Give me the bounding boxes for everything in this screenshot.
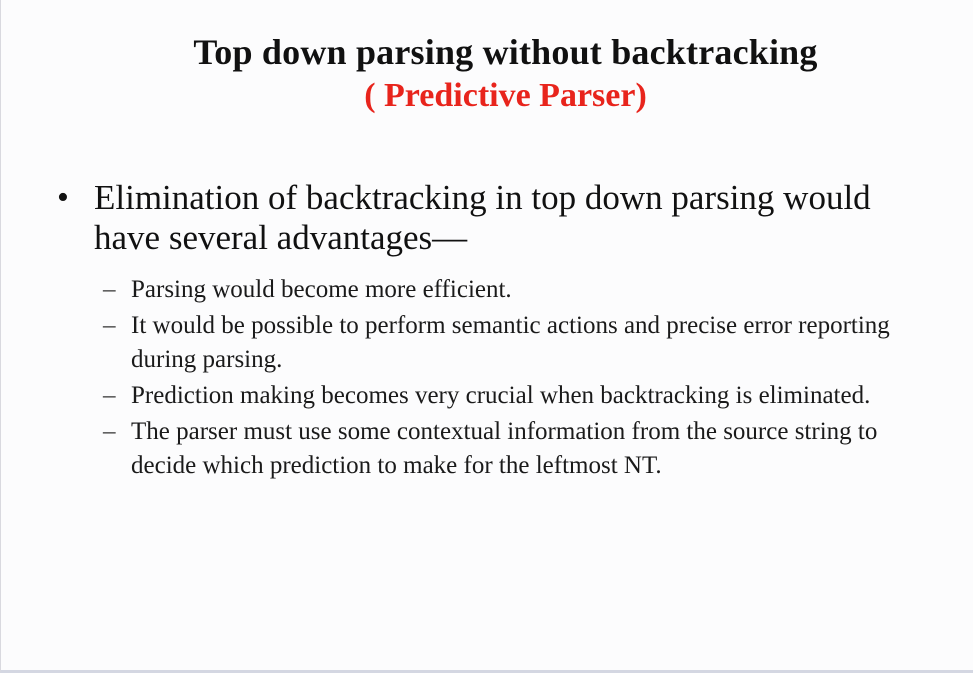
- slide-title: Top down parsing without backtracking: [193, 32, 818, 72]
- sub-bullet-text: Prediction making becomes very crucial w…: [131, 382, 871, 409]
- slide-subtitle: ( Predictive Parser): [364, 77, 647, 114]
- sub-bullet-text: The parser must use some contextual info…: [131, 418, 878, 479]
- sub-bullet-list: – Parsing would become more efficient. –…: [103, 273, 943, 483]
- main-bullet-text: Elimination of backtracking in top down …: [94, 178, 871, 257]
- sub-bullet-text: Parsing would become more efficient.: [131, 276, 512, 303]
- dash-marker: –: [103, 276, 116, 303]
- bullet-marker: •: [57, 179, 69, 216]
- sub-bullet-text: It would be possible to perform semantic…: [131, 312, 890, 373]
- sub-bullet-item: – Parsing would become more efficient.: [103, 273, 943, 307]
- dash-marker: –: [103, 312, 116, 339]
- dash-marker: –: [103, 418, 116, 445]
- main-bullet: • Elimination of backtracking in top dow…: [57, 178, 937, 258]
- sub-bullet-item: – Prediction making becomes very crucial…: [103, 379, 943, 413]
- sub-bullet-item: – The parser must use some contextual in…: [103, 415, 943, 483]
- title-block: Top down parsing without backtracking ( …: [1, 32, 973, 116]
- dash-marker: –: [103, 382, 116, 409]
- sub-bullet-item: – It would be possible to perform semant…: [103, 309, 943, 377]
